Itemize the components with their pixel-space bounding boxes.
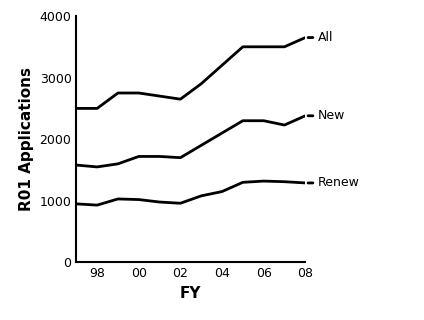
Text: All: All — [318, 31, 333, 44]
Y-axis label: R01 Applications: R01 Applications — [19, 67, 34, 211]
Text: Renew: Renew — [318, 176, 360, 189]
X-axis label: FY: FY — [180, 286, 201, 301]
Text: New: New — [318, 109, 345, 122]
